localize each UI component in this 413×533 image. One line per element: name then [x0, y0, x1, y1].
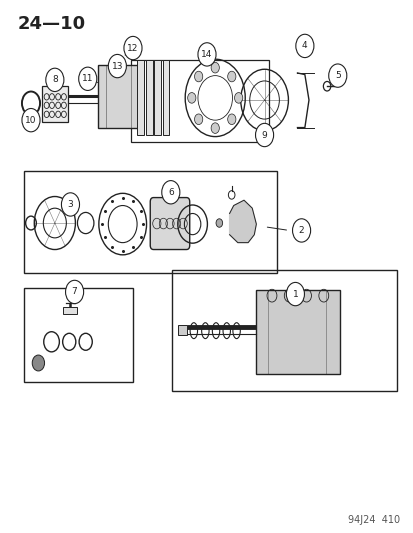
Text: 5: 5: [334, 71, 340, 80]
FancyBboxPatch shape: [178, 325, 187, 335]
Text: 9: 9: [261, 131, 267, 140]
Text: 13: 13: [112, 62, 123, 70]
FancyBboxPatch shape: [114, 62, 121, 67]
Circle shape: [123, 36, 142, 60]
Text: 4: 4: [301, 42, 307, 51]
Text: 7: 7: [71, 287, 77, 296]
Circle shape: [46, 68, 64, 92]
Circle shape: [286, 282, 304, 306]
FancyBboxPatch shape: [146, 60, 152, 135]
Text: 2: 2: [298, 226, 304, 235]
FancyBboxPatch shape: [255, 290, 339, 374]
FancyBboxPatch shape: [137, 60, 143, 135]
Circle shape: [227, 114, 235, 125]
Circle shape: [108, 54, 126, 78]
Polygon shape: [229, 200, 256, 243]
Circle shape: [328, 64, 346, 87]
FancyBboxPatch shape: [162, 60, 169, 135]
Circle shape: [32, 355, 45, 371]
Circle shape: [61, 193, 79, 216]
Text: 11: 11: [82, 74, 93, 83]
Circle shape: [65, 280, 83, 304]
Text: 6: 6: [168, 188, 173, 197]
Text: 10: 10: [25, 116, 37, 125]
Circle shape: [211, 123, 219, 133]
Circle shape: [78, 67, 97, 91]
Circle shape: [234, 93, 242, 103]
Text: 24—10: 24—10: [18, 14, 86, 33]
Text: 12: 12: [127, 44, 138, 53]
FancyBboxPatch shape: [42, 86, 68, 122]
Circle shape: [227, 71, 235, 82]
Circle shape: [197, 43, 216, 66]
Text: 3: 3: [67, 200, 73, 209]
Text: 8: 8: [52, 75, 57, 84]
FancyBboxPatch shape: [150, 198, 189, 249]
Circle shape: [161, 181, 179, 204]
Circle shape: [255, 123, 273, 147]
Circle shape: [211, 62, 219, 73]
Circle shape: [295, 34, 313, 58]
Text: 1: 1: [292, 289, 298, 298]
Circle shape: [216, 219, 222, 227]
Circle shape: [194, 71, 202, 82]
Circle shape: [22, 109, 40, 132]
Text: 94J24  410: 94J24 410: [347, 515, 399, 525]
Text: 14: 14: [201, 50, 212, 59]
Circle shape: [292, 219, 310, 242]
Circle shape: [194, 114, 202, 125]
Circle shape: [187, 93, 195, 103]
FancyBboxPatch shape: [63, 307, 77, 314]
FancyBboxPatch shape: [98, 65, 138, 127]
FancyBboxPatch shape: [154, 60, 161, 135]
